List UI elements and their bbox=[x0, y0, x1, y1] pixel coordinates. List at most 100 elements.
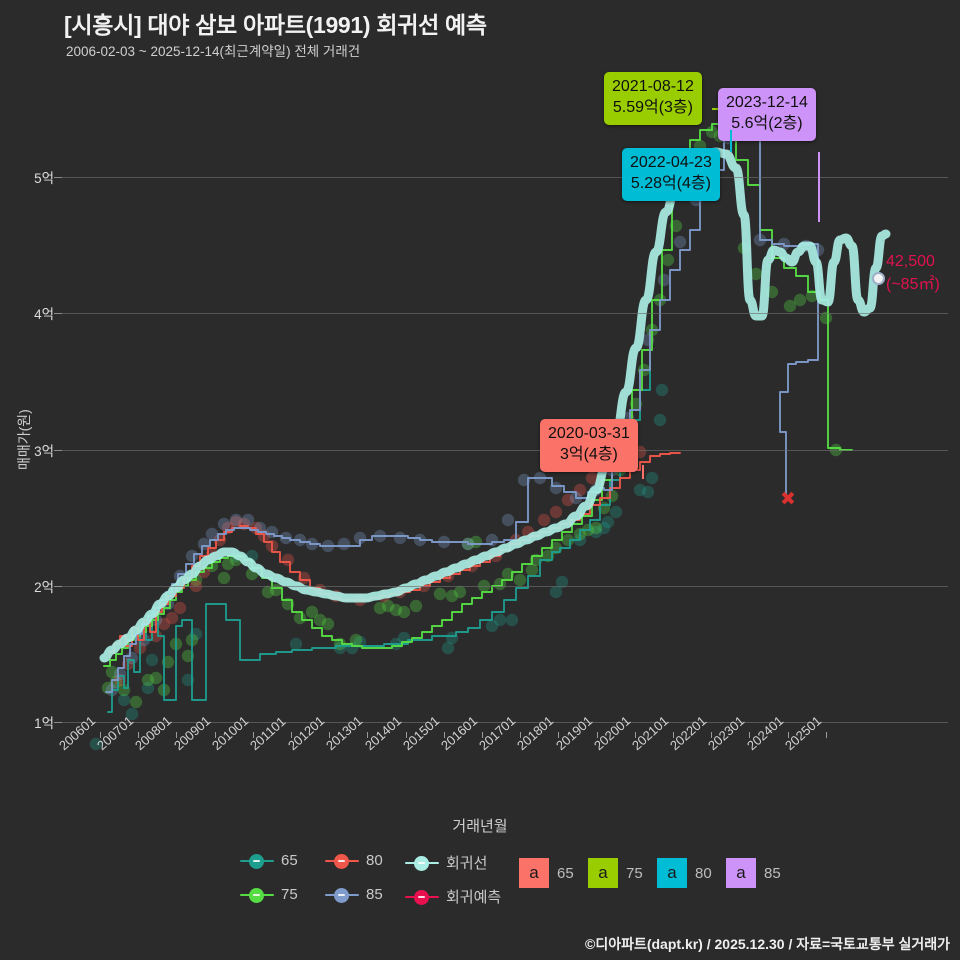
annotation-date: 2022-04-23 bbox=[630, 154, 712, 171]
scatter-point bbox=[793, 293, 807, 307]
scatter-point bbox=[555, 575, 569, 589]
legend-item-65[interactable]: 65 bbox=[240, 852, 298, 869]
legend-marker-icon bbox=[405, 889, 439, 905]
annotation-price: 3억(4층) bbox=[559, 445, 618, 463]
gridline bbox=[62, 177, 948, 178]
x-tick-mark bbox=[329, 732, 331, 738]
series-canvas bbox=[89, 103, 891, 751]
scatter-point bbox=[501, 513, 515, 527]
scatter-point bbox=[349, 633, 363, 647]
scatter-point bbox=[305, 605, 319, 619]
legend-swatch-85[interactable]: a 85 bbox=[726, 858, 781, 888]
annotation-date: 2020-03-31 bbox=[548, 425, 630, 442]
legend-marker-icon bbox=[405, 855, 439, 871]
legend-swatch-75[interactable]: a 75 bbox=[588, 858, 643, 888]
scatter-point bbox=[185, 549, 199, 563]
x-tick-mark bbox=[825, 732, 827, 738]
scatter-point bbox=[453, 585, 467, 599]
scatter-point bbox=[469, 535, 483, 549]
scatter-point bbox=[173, 601, 187, 615]
legend-label: 65 bbox=[281, 852, 298, 869]
annotation-callout[interactable]: 2021-08-12 5.59억(3층) bbox=[604, 72, 702, 125]
legend-item-75[interactable]: 75 bbox=[240, 886, 298, 903]
x-tick-mark bbox=[558, 732, 560, 738]
scatter-point bbox=[397, 605, 411, 619]
scatter-point bbox=[321, 617, 335, 631]
legend-item-80[interactable]: 80 bbox=[325, 852, 383, 869]
annotation-callout[interactable]: 2020-03-31 3억(4층) bbox=[540, 419, 638, 472]
scatter-point bbox=[585, 471, 599, 485]
x-axis-title: 거래년월 bbox=[452, 818, 508, 835]
scatter-point bbox=[819, 311, 833, 325]
y-axis-title: 매매가(원) bbox=[16, 409, 32, 470]
annotation-price: 5.28억(4층) bbox=[630, 174, 711, 192]
y-tick-mark bbox=[54, 177, 62, 178]
legend-item-회귀선[interactable]: 회귀선 bbox=[405, 852, 487, 873]
x-tick-mark bbox=[443, 732, 445, 738]
scatter-point bbox=[609, 505, 623, 519]
swatch-glyph: a bbox=[519, 858, 549, 888]
legend-item-85[interactable]: 85 bbox=[325, 886, 383, 903]
scatter-point bbox=[157, 617, 171, 631]
x-tick-mark bbox=[252, 732, 254, 738]
x-tick-mark bbox=[520, 732, 522, 738]
x-tick-mark bbox=[673, 732, 674, 738]
legend-swatch-65[interactable]: a 65 bbox=[519, 858, 574, 888]
legend-marker-icon bbox=[240, 853, 274, 869]
legend-marker-icon bbox=[325, 853, 359, 869]
scatter-point bbox=[125, 707, 139, 721]
y-tick-mark bbox=[54, 586, 62, 587]
endpoint-value-label: 42,500 (~85㎡) bbox=[886, 250, 940, 296]
y-tick-label: 5억 bbox=[34, 171, 54, 186]
gridline bbox=[62, 313, 948, 314]
scatter-point bbox=[537, 513, 551, 527]
legend-label: 회귀예측 bbox=[446, 889, 502, 906]
y-axis: 1억 2억 3억 4억 5억 bbox=[0, 0, 62, 960]
x-tick-mark bbox=[596, 732, 598, 738]
scatter-point bbox=[197, 537, 211, 551]
legend-item-회귀예측[interactable]: 회귀예측 bbox=[405, 886, 501, 907]
scatter-point bbox=[381, 599, 395, 613]
scatter-point bbox=[445, 589, 459, 603]
swatch-glyph: a bbox=[588, 858, 618, 888]
scatter-point bbox=[633, 483, 647, 497]
y-tick-label: 4억 bbox=[34, 307, 54, 322]
scatter-point bbox=[829, 443, 843, 457]
plot-area bbox=[62, 70, 948, 751]
scatter-point bbox=[433, 587, 447, 601]
gridline bbox=[62, 450, 948, 451]
scatter-point bbox=[229, 515, 243, 529]
series-line-회귀선 bbox=[99, 147, 891, 663]
scatter-point bbox=[141, 681, 155, 695]
legend-swatch-80[interactable]: a 80 bbox=[657, 858, 712, 888]
endpoint-value: 42,500 bbox=[886, 253, 935, 270]
scatter-point bbox=[409, 599, 423, 613]
scatter-point bbox=[561, 493, 575, 507]
legend-label: 회귀선 bbox=[446, 855, 488, 872]
gridline bbox=[62, 722, 948, 723]
scatter-point bbox=[289, 637, 303, 651]
annotation-callout[interactable]: 2022-04-23 5.28억(4층) bbox=[622, 148, 720, 201]
scatter-point bbox=[389, 603, 403, 617]
x-tick-mark bbox=[482, 732, 483, 738]
annotation-price: 5.6억(2층) bbox=[731, 114, 803, 132]
scatter-point bbox=[589, 521, 603, 535]
scatter-point bbox=[241, 513, 255, 527]
annotation-callout[interactable]: 2023-12-14 5.6억(2층) bbox=[718, 88, 816, 141]
scatter-point bbox=[221, 557, 235, 571]
scatter-75 bbox=[101, 125, 843, 709]
scatter-point bbox=[165, 611, 179, 625]
scatter-point bbox=[293, 611, 307, 625]
footer-credit: ©디아파트(dapt.kr) / 2025.12.30 / 자료=국토교통부 실… bbox=[585, 936, 950, 952]
scatter-point bbox=[313, 613, 327, 627]
scatter-point bbox=[749, 267, 763, 281]
scatter-point bbox=[373, 601, 387, 615]
scatter-point bbox=[525, 563, 539, 577]
scatter-point bbox=[783, 299, 797, 313]
swatch-label: 75 bbox=[626, 864, 643, 882]
scatter-point bbox=[513, 573, 527, 587]
scatter-point bbox=[505, 613, 519, 627]
scatter-point bbox=[353, 531, 367, 545]
legend-marker-icon bbox=[325, 887, 359, 903]
